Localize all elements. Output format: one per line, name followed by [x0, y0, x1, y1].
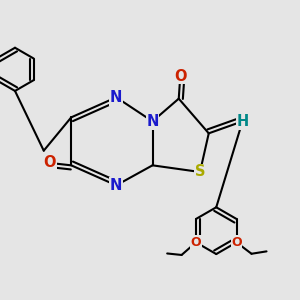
Text: N: N	[110, 90, 122, 105]
Text: O: O	[231, 236, 242, 249]
Text: N: N	[146, 114, 159, 129]
Text: O: O	[191, 236, 201, 249]
Text: S: S	[195, 164, 205, 179]
Text: H: H	[236, 114, 249, 129]
Text: N: N	[110, 178, 122, 193]
Text: O: O	[174, 69, 187, 84]
Text: O: O	[44, 155, 56, 170]
